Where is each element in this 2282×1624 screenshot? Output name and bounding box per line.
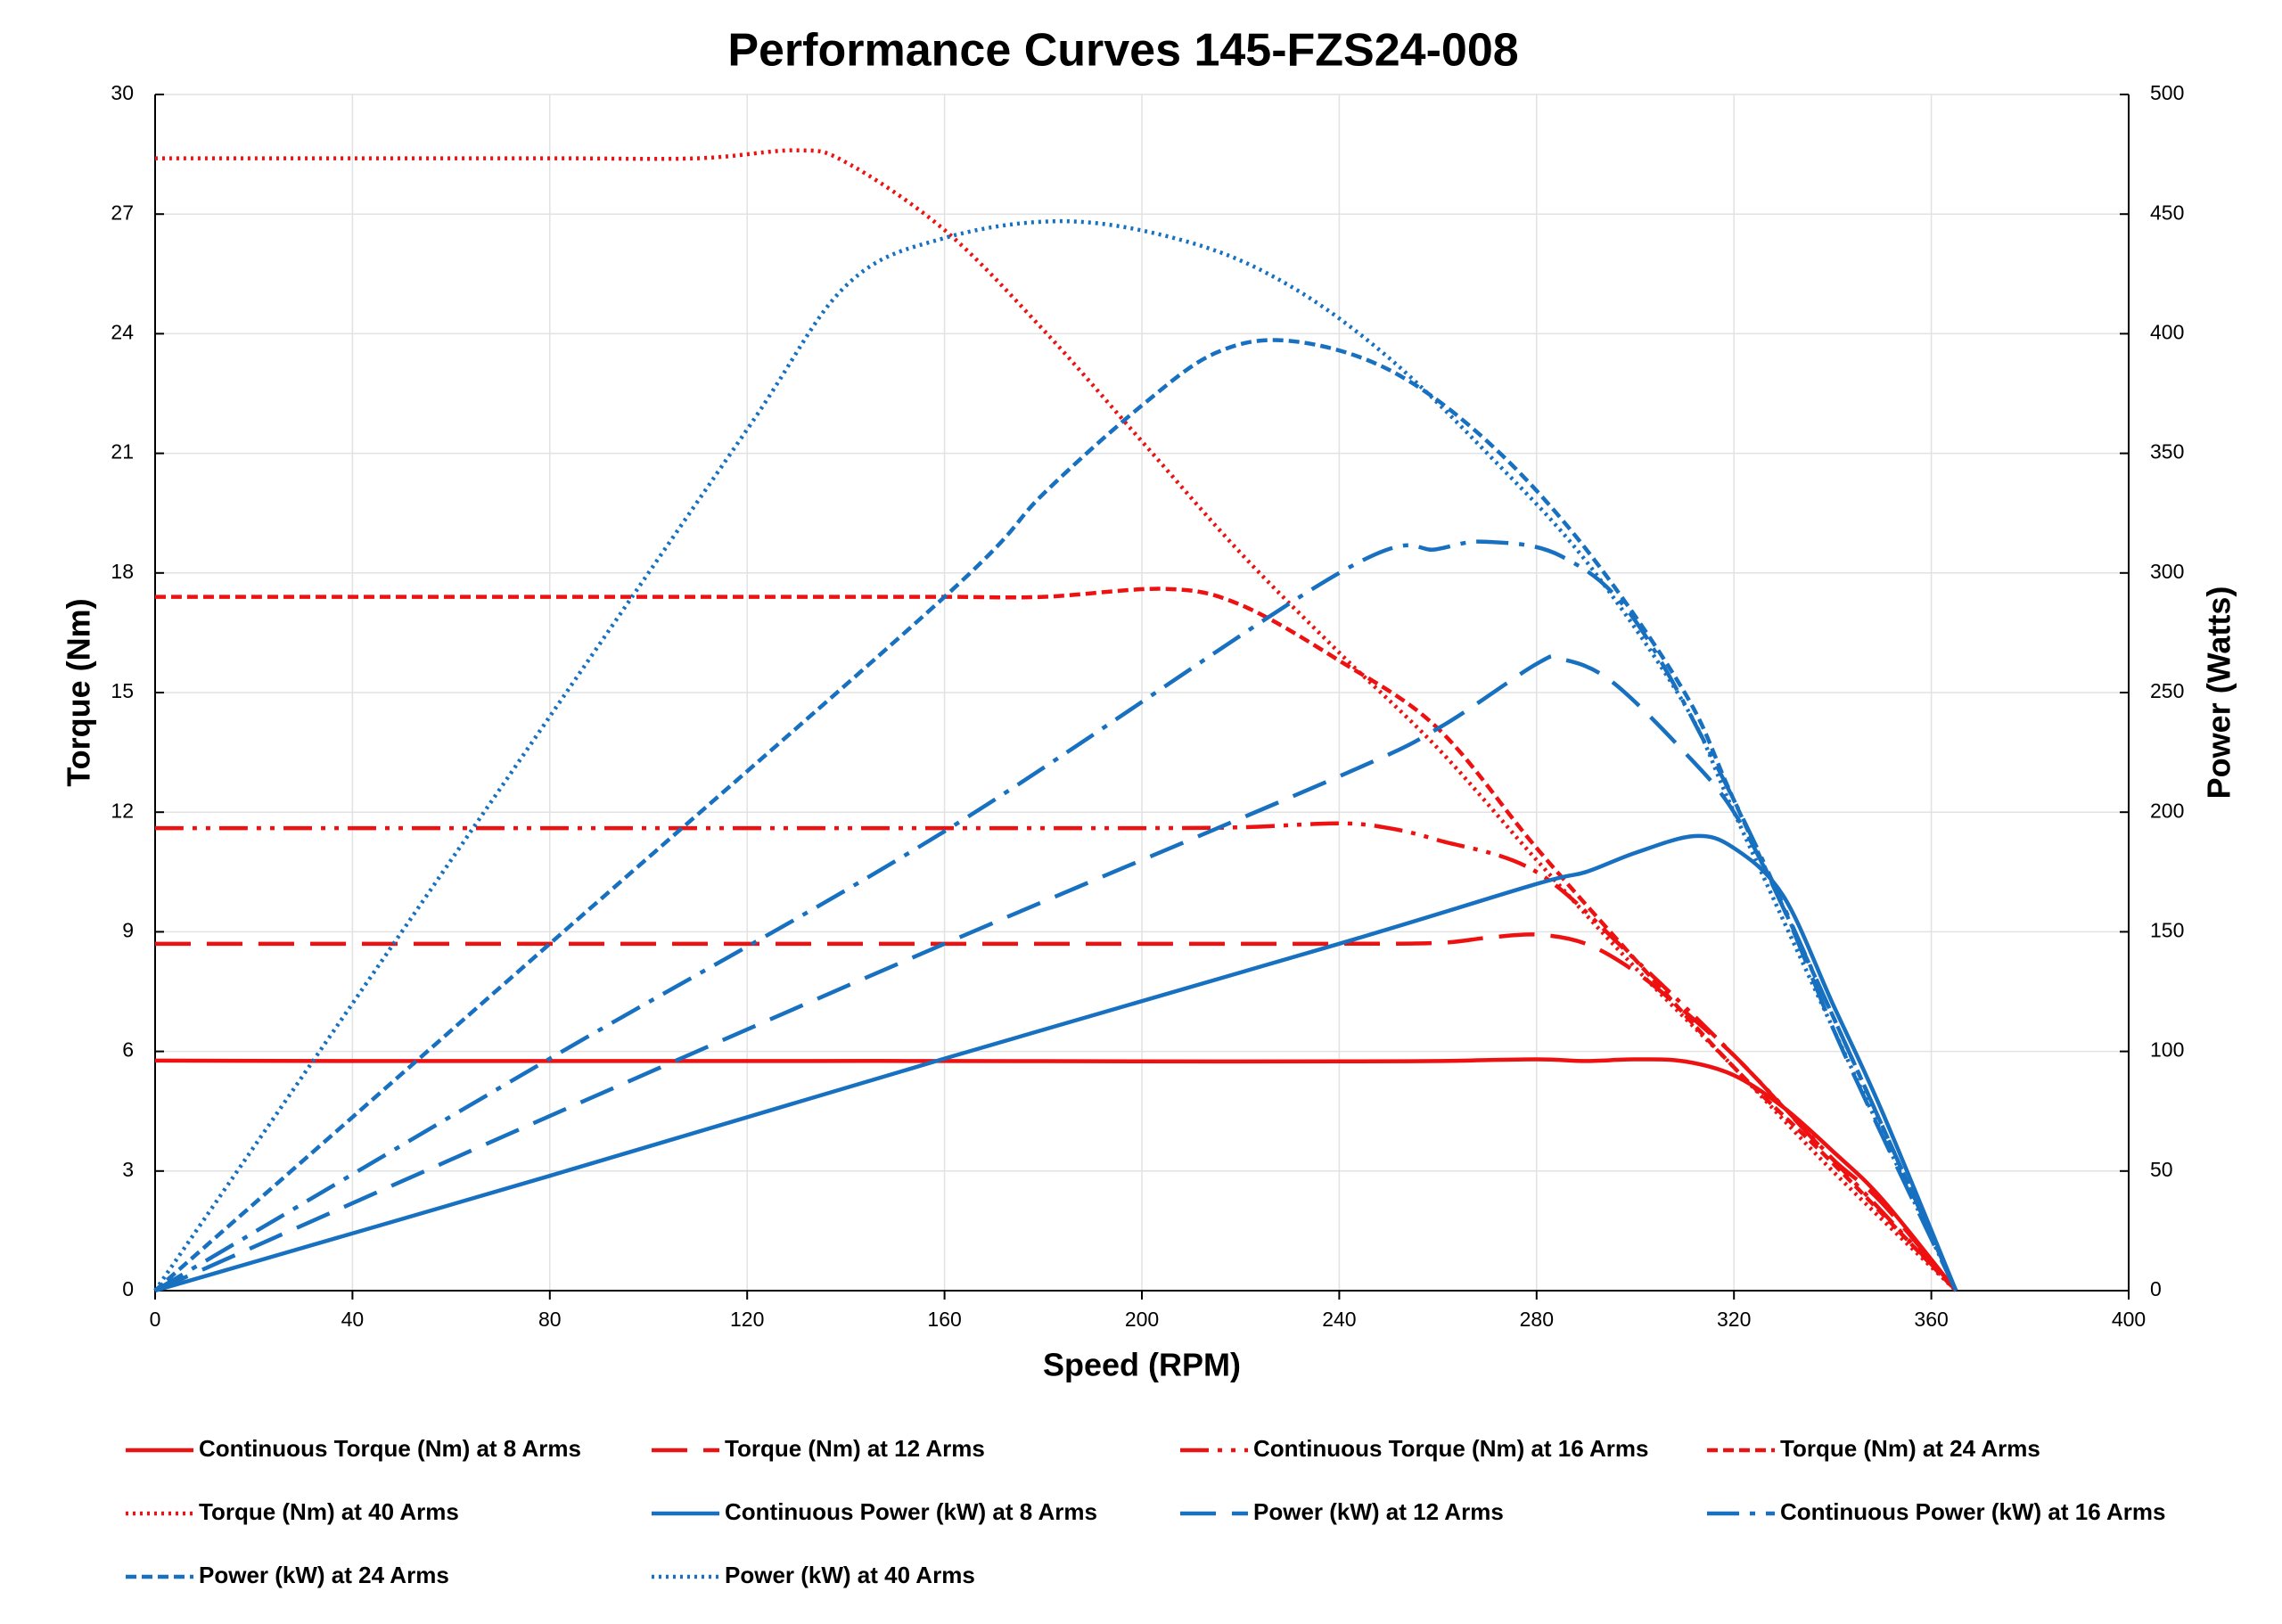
x-tick-label: 400 — [2112, 1308, 2146, 1331]
legend-label: Continuous Power (kW) at 16 Arms — [1780, 1498, 2165, 1525]
y2-tick-label: 0 — [2150, 1277, 2162, 1300]
y-tick-label: 21 — [111, 440, 134, 463]
y-tick-label: 12 — [111, 799, 134, 822]
y2-tick-label: 400 — [2150, 320, 2184, 343]
series-line — [154, 653, 1958, 1293]
x-tick-label: 200 — [1125, 1308, 1159, 1331]
legend-label: Continuous Power (kW) at 8 Arms — [725, 1498, 1097, 1525]
y2-tick-label: 350 — [2150, 440, 2184, 463]
x-axis-title: Speed (RPM) — [1043, 1347, 1241, 1383]
y-tick-label: 9 — [122, 918, 134, 941]
legend-item: Power (kW) at 12 Arms — [1180, 1498, 1504, 1525]
series-line — [154, 932, 1958, 1292]
series-line — [154, 833, 1958, 1293]
y-tick-label: 15 — [111, 679, 134, 702]
y-tick-label: 27 — [111, 201, 134, 224]
legend-label: Power (kW) at 12 Arms — [1253, 1498, 1504, 1525]
y2-tick-label: 200 — [2150, 799, 2184, 822]
y2-tick-label: 50 — [2150, 1158, 2173, 1181]
x-tick-label: 120 — [730, 1308, 764, 1331]
y2-tick-label: 150 — [2150, 918, 2184, 941]
legend-item: Torque (Nm) at 24 Arms — [1707, 1435, 2040, 1462]
legend-label: Continuous Torque (Nm) at 8 Arms — [199, 1435, 581, 1462]
legend-label: Continuous Torque (Nm) at 16 Arms — [1253, 1435, 1648, 1462]
legend-item: Torque (Nm) at 12 Arms — [652, 1435, 985, 1462]
series-line — [155, 821, 1958, 1292]
legend-item: Continuous Torque (Nm) at 8 Arms — [126, 1435, 581, 1462]
series-line — [153, 539, 1958, 1292]
y-tick-label: 30 — [111, 81, 134, 104]
series-line — [155, 586, 1958, 1292]
y2-tick-label: 250 — [2150, 679, 2184, 702]
x-tick-label: 240 — [1322, 1308, 1356, 1331]
legend-label: Torque (Nm) at 24 Arms — [1780, 1435, 2040, 1462]
y2-tick-label: 300 — [2150, 560, 2184, 583]
series-line — [154, 1057, 1958, 1292]
legend-item: Power (kW) at 40 Arms — [652, 1562, 975, 1588]
y-axis-title: Torque (Nm) — [61, 598, 97, 786]
series-line — [153, 338, 1958, 1292]
series-line — [155, 148, 1958, 1292]
y-tick-label: 3 — [122, 1158, 134, 1181]
x-tick-label: 280 — [1520, 1308, 1554, 1331]
legend-label: Torque (Nm) at 40 Arms — [199, 1498, 459, 1525]
legend-item: Torque (Nm) at 40 Arms — [126, 1498, 459, 1525]
y-tick-label: 6 — [122, 1038, 134, 1062]
x-tick-label: 40 — [341, 1308, 365, 1331]
x-tick-label: 360 — [1914, 1308, 1948, 1331]
legend-item: Continuous Torque (Nm) at 16 Arms — [1180, 1435, 1648, 1462]
y2-tick-label: 450 — [2150, 201, 2184, 224]
legend-item: Power (kW) at 24 Arms — [126, 1562, 449, 1588]
x-tick-label: 320 — [1717, 1308, 1751, 1331]
y-tick-label: 24 — [111, 320, 134, 343]
y-tick-label: 18 — [111, 560, 134, 583]
legend-label: Power (kW) at 40 Arms — [725, 1562, 975, 1588]
legend-label: Torque (Nm) at 12 Arms — [725, 1435, 985, 1462]
legend-item: Continuous Power (kW) at 8 Arms — [652, 1498, 1097, 1525]
legend-label: Power (kW) at 24 Arms — [199, 1562, 449, 1588]
y2-axis-title: Power (Watts) — [2201, 586, 2237, 800]
y2-tick-label: 100 — [2150, 1038, 2184, 1062]
x-tick-label: 80 — [538, 1308, 562, 1331]
legend-item: Continuous Power (kW) at 16 Arms — [1707, 1498, 2165, 1525]
chart-title: Performance Curves 145-FZS24-008 — [727, 25, 1518, 77]
y2-tick-label: 500 — [2150, 81, 2184, 104]
x-tick-label: 0 — [150, 1308, 161, 1331]
y-tick-label: 0 — [122, 1277, 134, 1300]
x-tick-label: 160 — [927, 1308, 961, 1331]
